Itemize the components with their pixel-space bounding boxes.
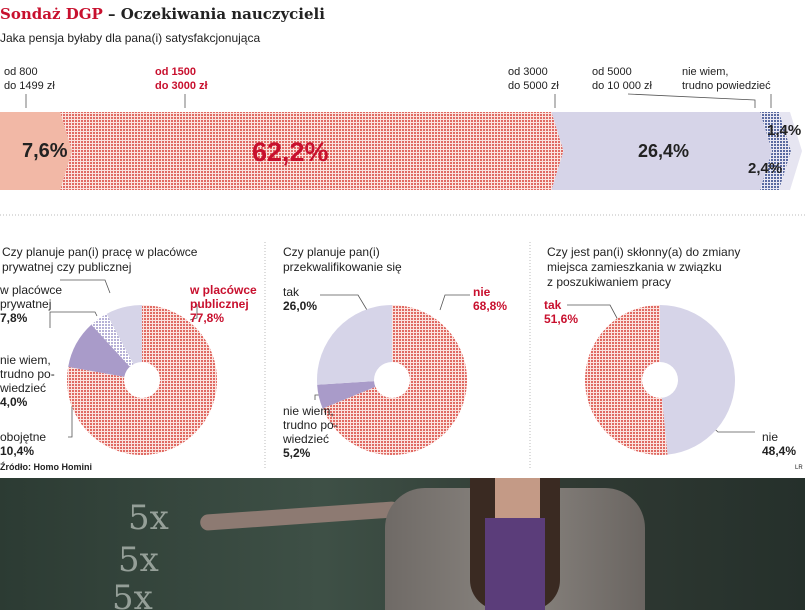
pie2-hole bbox=[374, 362, 410, 398]
bar-segment-3000-5000 bbox=[551, 112, 772, 190]
scarf bbox=[485, 518, 545, 610]
bar-label-nie-wiem: nie wiem, trudno powiedzieć bbox=[682, 66, 771, 92]
pie3-label-nie: nie 48,4% bbox=[762, 430, 797, 458]
pie1-slice bbox=[68, 324, 142, 380]
pie2-label-nie: nie 68,8% bbox=[473, 285, 508, 313]
chalk-text: 5x bbox=[128, 498, 169, 538]
pie2-title: Czy planuje pan(i) przekwalifikowanie si… bbox=[283, 245, 402, 274]
chalk-text: 5x bbox=[118, 540, 159, 580]
bar-label-1500-3000: od 1500 do 3000 zł bbox=[155, 66, 208, 92]
pie1-label-nie-wiem: nie wiem, trudno po- wiedzieć 4,0% bbox=[0, 353, 55, 409]
stacked-bar bbox=[0, 112, 802, 190]
chalk-text: 5x bbox=[112, 578, 153, 610]
pie3-slice bbox=[660, 304, 736, 455]
bar-label-3000-5000: od 3000 do 5000 zł bbox=[508, 66, 559, 92]
bar-value-800-1499: 7,6% bbox=[22, 140, 68, 162]
bar-segment-5000-10000 bbox=[759, 112, 791, 190]
source-note: Źródło: Homo Homini bbox=[0, 462, 92, 472]
bar-segment-800-1499 bbox=[0, 112, 73, 190]
pie3-title: Czy jest pan(i) skłonny(a) do zmiany mie… bbox=[547, 245, 741, 289]
pie2-label-nie-wiem: nie wiem, trudno po- wiedzieć 5,2% bbox=[283, 404, 338, 460]
pie-charts bbox=[66, 304, 736, 455]
bar-value-1500-3000: 62,2% bbox=[252, 137, 329, 167]
pie3-slice bbox=[585, 305, 668, 455]
teacher-photo: 5x 5x 5x bbox=[0, 478, 805, 610]
pie1-label-private: w placówce prywatnej 7,8% bbox=[0, 283, 63, 325]
credit: LR bbox=[795, 465, 803, 471]
pie1-label-obojetne: obojętne 10,4% bbox=[0, 430, 47, 458]
pie2-slice bbox=[317, 305, 392, 385]
pie2-slice bbox=[317, 380, 392, 409]
bar-label-800-1499: od 800 do 1499 zł bbox=[4, 66, 55, 92]
pie1-title: Czy planuje pan(i) pracę w placówce pryw… bbox=[2, 245, 198, 274]
pie2-label-tak: tak 26,0% bbox=[283, 285, 318, 313]
pie1-label-public: w placówce publicznej 77,8% bbox=[190, 283, 257, 325]
infographic-svg bbox=[0, 93, 805, 468]
arm bbox=[199, 501, 401, 531]
bar-segment-nie-wiem bbox=[778, 112, 802, 190]
bar-value-nie-wiem: 1,4% bbox=[767, 122, 802, 139]
bar-segment-1500-3000 bbox=[60, 112, 564, 190]
pie1-slice bbox=[91, 313, 142, 380]
bar-question: Jaka pensja byłaby dla pana(i) satysfakc… bbox=[0, 31, 261, 45]
pie1-slice bbox=[106, 305, 142, 380]
page-title: Sondaż DGP – Oczekiwania nauczycieli bbox=[0, 5, 325, 23]
bar-label-5000-10000: od 5000 do 10 000 zł bbox=[592, 66, 652, 92]
bar-value-5000-10000: 2,4% bbox=[748, 160, 783, 177]
pie1-hole bbox=[124, 362, 160, 398]
pie3-hole bbox=[642, 362, 678, 398]
pie3-label-tak: tak 51,6% bbox=[544, 298, 579, 326]
bar-value-3000-5000: 26,4% bbox=[638, 141, 690, 161]
